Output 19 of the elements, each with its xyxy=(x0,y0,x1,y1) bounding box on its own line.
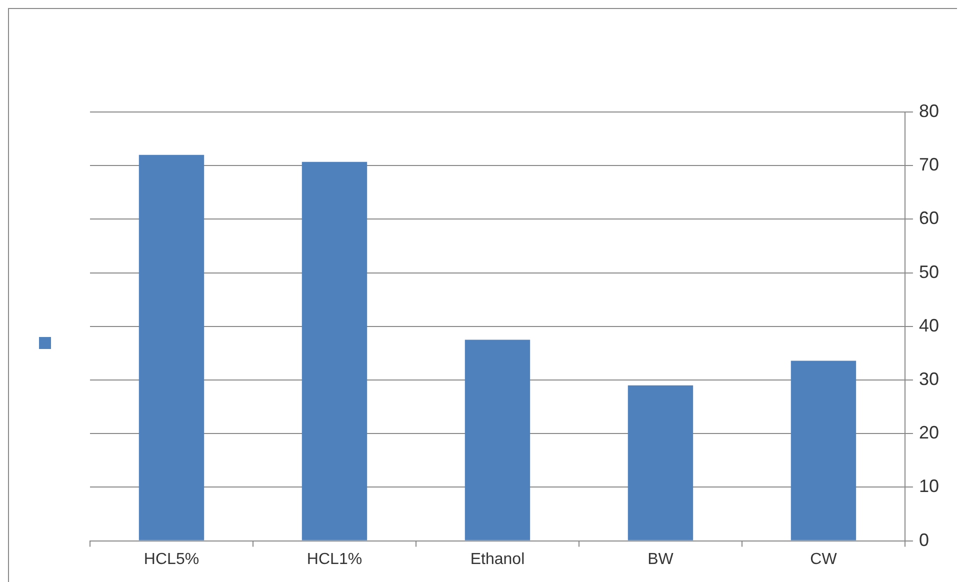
bar xyxy=(138,154,204,540)
bar xyxy=(464,340,530,540)
bar xyxy=(628,385,694,540)
y-tick-label: 20 xyxy=(918,422,940,443)
y-tick-label: 10 xyxy=(918,476,940,496)
bar xyxy=(790,360,856,540)
bar xyxy=(302,162,368,540)
x-tick-label: Ethanol xyxy=(470,550,525,568)
y-tick-label: 80 xyxy=(918,100,940,121)
x-tick-label: HCL1% xyxy=(306,550,362,568)
y-tick-label: 50 xyxy=(918,262,940,282)
x-tick-label: HCL5% xyxy=(144,550,200,568)
x-tick-label: BW xyxy=(648,550,674,568)
y-tick-label: 60 xyxy=(918,208,940,228)
x-tick-label: CW xyxy=(810,550,838,568)
y-tick-label: 70 xyxy=(918,154,940,175)
y-tick-label: 0 xyxy=(918,530,929,550)
y-tick-label: 30 xyxy=(918,368,940,389)
y-tick-label: 40 xyxy=(918,315,940,336)
